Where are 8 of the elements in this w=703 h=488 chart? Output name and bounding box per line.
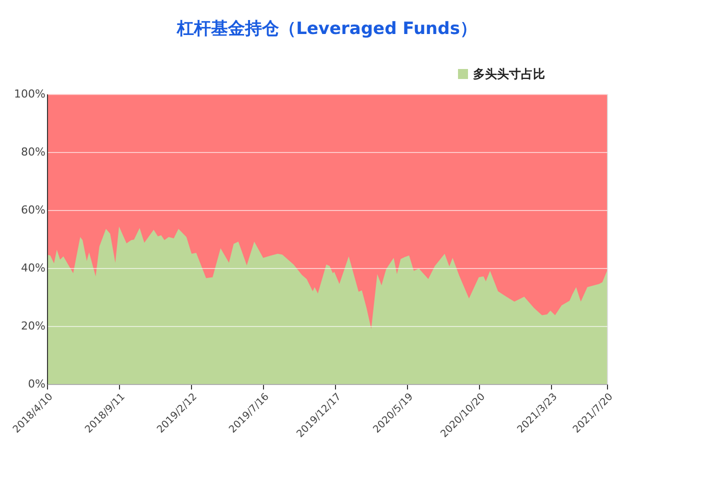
- y-tick-label: 40%: [21, 262, 46, 274]
- y-tick-label: 100%: [14, 88, 46, 100]
- y-tick-label: 80%: [21, 146, 46, 158]
- chart-title: 杠杆基金持仓（Leveraged Funds）: [176, 19, 477, 39]
- y-tick-label: 20%: [21, 320, 46, 332]
- y-tick-label: 60%: [21, 204, 46, 216]
- y-tick-label: 0%: [28, 378, 46, 390]
- legend-label: 多头头寸占比: [473, 67, 545, 81]
